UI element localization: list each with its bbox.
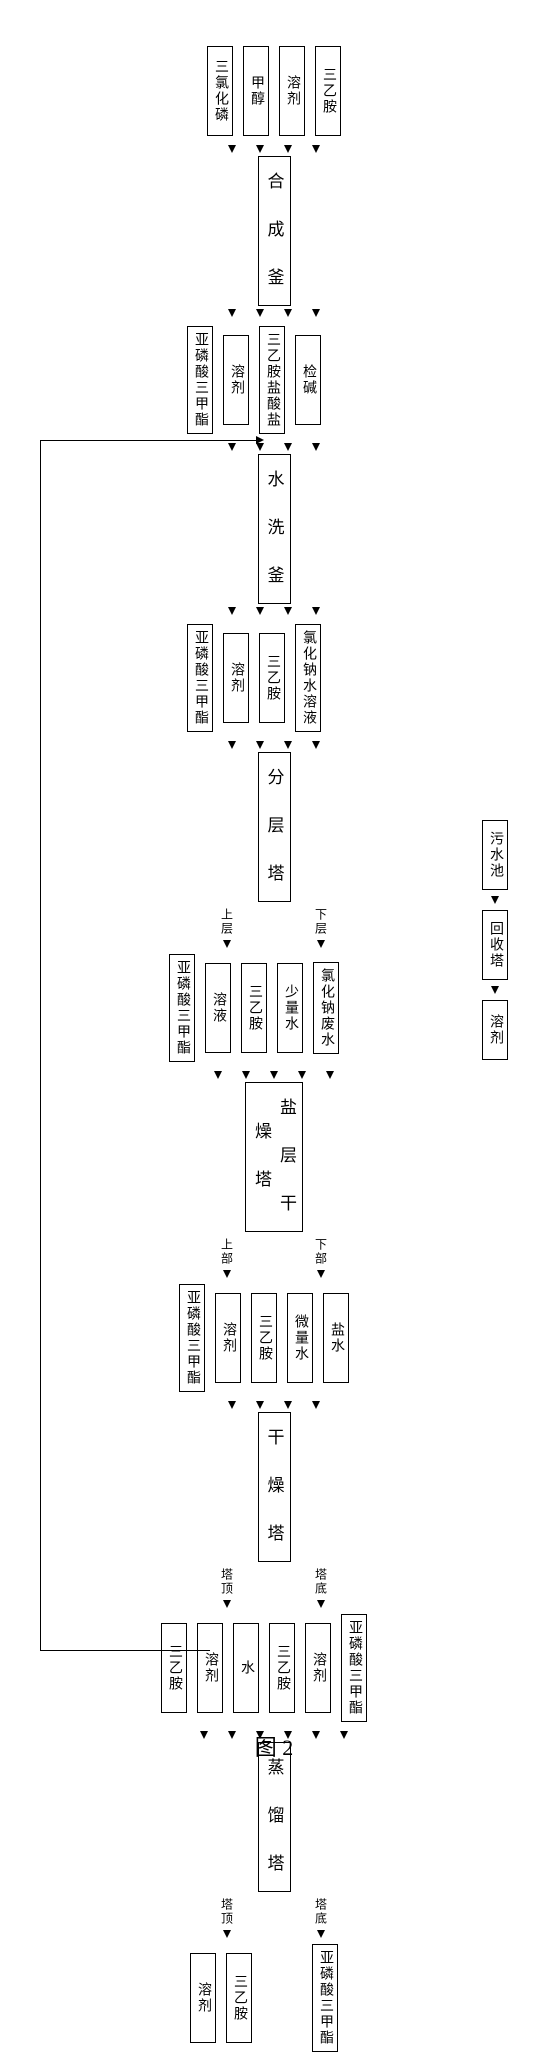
output-box: 亚磷酸三甲酯 — [179, 1284, 205, 1392]
split-label-upper: 上部 — [219, 1238, 236, 1266]
output-box: 三乙胺盐酸盐 — [259, 326, 285, 434]
output-box: 三乙胺 — [259, 633, 285, 723]
output-box: 溶剂 — [215, 1293, 241, 1383]
output-box: 溶剂 — [223, 633, 249, 723]
distill-split: 塔顶 塔底 — [210, 1898, 338, 1938]
distill-outputs: 溶剂 三乙胺 亚磷酸三甲酯 — [190, 1944, 358, 2052]
synth-kettle: 合 成 釜 — [258, 156, 291, 306]
arrows-down — [228, 741, 320, 749]
recovered-solvent: 溶剂 — [482, 1000, 508, 1060]
split-label-upper: 塔顶 — [219, 1898, 236, 1926]
output-box: 微量水 — [287, 1293, 313, 1383]
output-box: 水 — [233, 1623, 259, 1713]
output-box: 氯化钠水溶液 — [295, 624, 321, 732]
output-box: 三乙胺 — [251, 1293, 277, 1383]
output-box: 溶剂 — [197, 1623, 223, 1713]
synth-outputs: 亚磷酸三甲酯 溶剂 三乙胺盐酸盐 检碱 — [187, 326, 361, 434]
split-label-upper: 上层 — [219, 908, 236, 936]
split-label-lower: 下部 — [313, 1238, 330, 1266]
arrows-down — [228, 309, 320, 317]
recycle-line-from-distill — [40, 1650, 210, 1651]
distill-tower: 蒸 馏 塔 — [258, 1742, 291, 1892]
synth-inputs: 三氯化磷 甲醇 溶剂 三乙胺 — [207, 46, 341, 136]
recycle-line-vertical — [40, 440, 41, 1650]
recovery-tower: 回收塔 — [482, 910, 508, 980]
input-box: 溶剂 — [279, 46, 305, 136]
split-label-upper: 塔顶 — [219, 1568, 236, 1596]
output-box: 溶剂 — [190, 1953, 216, 2043]
input-box: 甲醇 — [243, 46, 269, 136]
wash-kettle: 水 洗 釜 — [258, 454, 291, 604]
dry-split: 塔顶 塔底 — [210, 1568, 338, 1608]
recycle-line-to-wash — [40, 440, 260, 441]
output-box: 盐水 — [323, 1293, 349, 1383]
saltdry-outputs: 亚磷酸三甲酯 溶剂 三乙胺 微量水 盐水 — [179, 1284, 369, 1392]
output-box: 三乙胺 — [161, 1623, 187, 1713]
saltdry-split: 上部 下部 — [210, 1238, 338, 1278]
arrows-down — [214, 1071, 334, 1079]
salt-dry-tower: 盐 层 干 燥 塔 — [245, 1082, 303, 1232]
input-box: 三氯化磷 — [207, 46, 233, 136]
output-box: 少量水 — [277, 963, 303, 1053]
arrows-down — [228, 443, 320, 451]
output-box: 溶液 — [205, 963, 231, 1053]
arrows-down — [228, 1401, 320, 1409]
recycle-arrowhead — [256, 436, 264, 444]
output-box: 溶剂 — [223, 335, 249, 425]
output-box: 亚磷酸三甲酯 — [169, 954, 195, 1062]
side-chain-recovery: 污水池 回收塔 溶剂 — [482, 820, 508, 1060]
dry-outputs: 三乙胺 溶剂 水 三乙胺 溶剂 亚磷酸三甲酯 — [161, 1614, 387, 1722]
output-box: 检碱 — [295, 335, 321, 425]
split-label-lower: 塔底 — [313, 1898, 330, 1926]
output-box: 三乙胺 — [241, 963, 267, 1053]
separator: 分 层 塔 — [258, 752, 291, 902]
output-box: 三乙胺 — [269, 1623, 295, 1713]
output-box: 亚磷酸三甲酯 — [341, 1614, 367, 1722]
output-box: 亚磷酸三甲酯 — [312, 1944, 338, 2052]
output-box: 亚磷酸三甲酯 — [187, 326, 213, 434]
figure-caption: 图 2 — [255, 1730, 294, 1762]
separator-split: 上层 下层 — [210, 908, 338, 948]
output-box: 氯化钠废水 — [313, 962, 339, 1054]
arrows-down — [228, 145, 320, 153]
arrows-down — [228, 607, 320, 615]
dry-tower: 干 燥 塔 — [258, 1412, 291, 1562]
wastewater-pool: 污水池 — [482, 820, 508, 890]
sep-outputs: 亚磷酸三甲酯 溶液 三乙胺 少量水 氯化钠废水 — [169, 954, 379, 1062]
output-box: 三乙胺 — [226, 1953, 252, 2043]
split-label-lower: 塔底 — [313, 1568, 330, 1596]
split-label-lower: 下层 — [313, 908, 330, 936]
wash-outputs: 亚磷酸三甲酯 溶剂 三乙胺 氯化钠水溶液 — [187, 624, 361, 732]
output-box: 亚磷酸三甲酯 — [187, 624, 213, 732]
input-box: 三乙胺 — [315, 46, 341, 136]
output-box: 溶剂 — [305, 1623, 331, 1713]
